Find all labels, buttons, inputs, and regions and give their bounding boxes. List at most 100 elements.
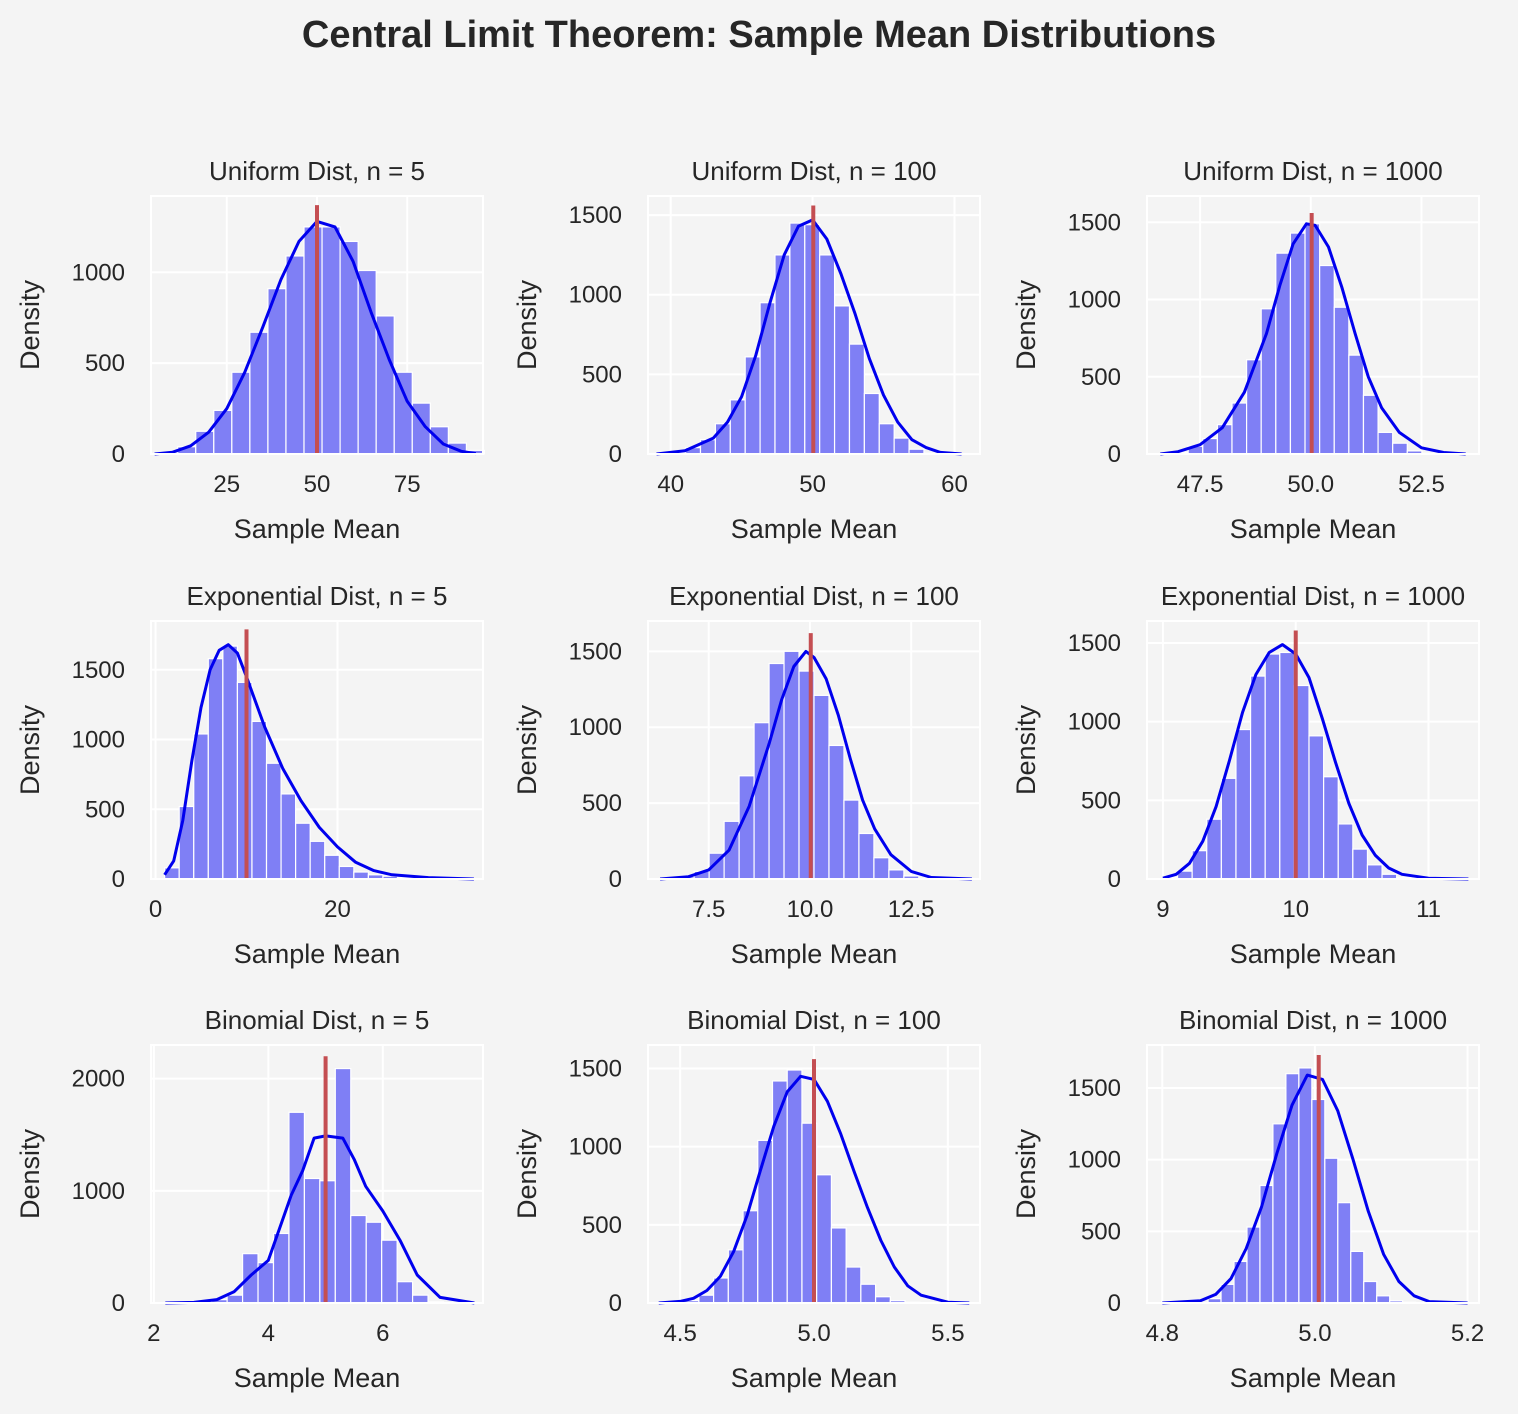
subplot-8: Binomial Dist, n = 100 4.5 5.0 5.5 0 500 1000 1…: [512, 1005, 981, 1393]
histogram-bar: [1376, 1295, 1391, 1304]
histogram-bar: [1298, 1067, 1313, 1304]
histogram-bar: [1362, 394, 1379, 455]
histogram-bar: [774, 254, 791, 455]
histogram-bar: [303, 226, 323, 455]
x-tick-label: 6: [376, 1320, 389, 1347]
subplot-title: Uniform Dist, n = 1000: [1183, 156, 1442, 186]
histogram-bar: [845, 1266, 862, 1304]
kde-curve: [658, 1074, 970, 1305]
x-axis-label: Sample Mean: [731, 1363, 898, 1393]
histogram-bar: [381, 1239, 398, 1304]
x-axis-label: Sample Mean: [731, 514, 898, 544]
x-tick-label: 47.5: [1177, 471, 1224, 498]
axes-frame: [647, 1044, 981, 1304]
x-tick-label: 5.2: [1451, 1320, 1484, 1347]
y-axis-label: Density: [1011, 704, 1041, 795]
subplot-5: Exponential Dist, n = 100 7.5 10.0 12.5 0 500…: [512, 581, 981, 969]
histogram-bar: [1348, 354, 1365, 455]
x-tick-label: 52.5: [1398, 471, 1445, 498]
x-tick-label: 9: [1156, 896, 1169, 923]
subplot-4: Exponential Dist, n = 5 0 20 0 500 1000 1500 Sa…: [15, 581, 484, 969]
histogram-bar: [338, 865, 355, 880]
histogram-bar: [1319, 264, 1335, 455]
histogram-bar: [860, 1283, 877, 1304]
y-tick-label: 0: [112, 441, 125, 468]
subplot-3: Uniform Dist, n = 1000 47.5 50.0 52.5 0 500 10…: [1011, 156, 1480, 544]
histogram-bar: [285, 255, 305, 455]
histogram-bar: [207, 658, 224, 880]
histogram-bar: [241, 1253, 259, 1304]
histogram-bar: [1272, 1123, 1287, 1304]
subplot-title: Binomial Dist, n = 5: [205, 1005, 430, 1035]
y-tick-label: 0: [609, 1290, 622, 1317]
subplot-title: Exponential Dist, n = 100: [669, 581, 959, 611]
histogram-bar: [830, 1227, 847, 1304]
histogram-bar: [1220, 777, 1237, 880]
histogram-bar: [193, 733, 209, 880]
histogram-bar: [789, 222, 806, 455]
subplot-title: Uniform Dist, n = 100: [692, 156, 937, 186]
histogram-bar: [319, 1180, 336, 1304]
x-tick-label: 5.0: [1298, 1320, 1331, 1347]
histogram-bar: [1245, 359, 1262, 455]
histogram-bar: [226, 1294, 244, 1304]
x-tick-label: 5.0: [797, 1320, 830, 1347]
histogram-bar: [819, 254, 836, 455]
histogram-bar: [828, 744, 845, 880]
x-tick-label: 10.0: [787, 896, 834, 923]
y-tick-label: 500: [85, 796, 125, 823]
subplot-2: Uniform Dist, n = 100 40 50 60 0 500 1000 1500 S…: [512, 156, 981, 544]
subplot-title: Uniform Dist, n = 5: [209, 156, 425, 186]
y-tick-label: 500: [582, 790, 622, 817]
y-tick-label: 1000: [1068, 287, 1121, 314]
x-tick-label: 5.5: [931, 1320, 964, 1347]
histogram-bar: [863, 392, 880, 455]
x-tick-label: 40: [657, 471, 684, 498]
y-tick-label: 1500: [569, 202, 622, 229]
histogram-bar: [843, 799, 860, 880]
kde-curve: [163, 643, 474, 881]
histogram-bar: [350, 1214, 367, 1304]
y-tick-label: 500: [1081, 787, 1121, 814]
x-axis-label: Sample Mean: [1230, 939, 1397, 969]
x-tick-label: 4.5: [663, 1320, 696, 1347]
subplot-title: Exponential Dist, n = 5: [187, 581, 448, 611]
histogram-bar: [893, 437, 910, 455]
histogram-bar: [786, 1069, 803, 1304]
y-tick-label: 1000: [569, 1134, 622, 1161]
y-tick-label: 0: [1108, 866, 1121, 893]
x-axis-label: Sample Mean: [1230, 514, 1397, 544]
histogram-bar: [1323, 776, 1339, 880]
axes-frame: [150, 620, 484, 880]
histogram-bar: [729, 399, 746, 455]
histogram-bar: [265, 762, 282, 880]
y-tick-label: 0: [609, 441, 622, 468]
histogram-bar: [222, 645, 239, 880]
histogram-bar: [251, 720, 268, 880]
histogram-bar: [411, 1294, 429, 1304]
histogram-bar: [324, 854, 340, 880]
x-tick-label: 0: [149, 896, 162, 923]
y-tick-label: 1500: [72, 657, 125, 684]
histogram-bar: [1392, 442, 1408, 455]
histogram-bar: [353, 871, 369, 880]
histogram-bar: [1366, 864, 1383, 880]
histogram-bar: [213, 409, 233, 455]
y-tick-label: 0: [1108, 441, 1121, 468]
histogram-bar: [267, 288, 287, 455]
y-tick-label: 1000: [72, 727, 125, 754]
x-tick-label: 25: [213, 471, 240, 498]
x-axis-label: Sample Mean: [731, 939, 898, 969]
y-tick-label: 1500: [1068, 1075, 1121, 1102]
histogram-bar: [848, 343, 865, 455]
histogram-bar: [288, 1111, 306, 1304]
subplot-title: Exponential Dist, n = 1000: [1161, 581, 1465, 611]
histogram-bar: [833, 305, 851, 455]
histogram-bar: [231, 371, 251, 455]
y-axis-label: Density: [512, 279, 542, 370]
x-tick-label: 2: [147, 1320, 160, 1347]
histogram-bar: [1279, 651, 1296, 880]
histogram-bar: [698, 1294, 715, 1304]
x-tick-label: 75: [394, 471, 421, 498]
